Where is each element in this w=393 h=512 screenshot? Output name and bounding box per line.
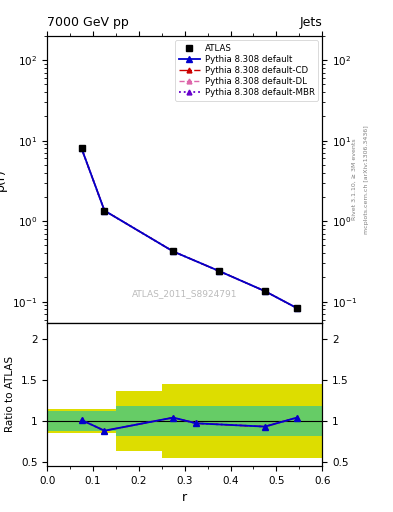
Text: 7000 GeV pp: 7000 GeV pp xyxy=(47,16,129,29)
Legend: ATLAS, Pythia 8.308 default, Pythia 8.308 default-CD, Pythia 8.308 default-DL, P: ATLAS, Pythia 8.308 default, Pythia 8.30… xyxy=(175,40,318,101)
Text: Jets: Jets xyxy=(299,16,322,29)
Text: Rivet 3.1.10, ≥ 3M events: Rivet 3.1.10, ≥ 3M events xyxy=(352,138,357,220)
Text: mcplots.cern.ch [arXiv:1306.3436]: mcplots.cern.ch [arXiv:1306.3436] xyxy=(364,125,369,233)
Text: ATLAS_2011_S8924791: ATLAS_2011_S8924791 xyxy=(132,289,237,298)
X-axis label: r: r xyxy=(182,491,187,504)
Y-axis label: Ratio to ATLAS: Ratio to ATLAS xyxy=(5,356,15,432)
Y-axis label: ρ(r): ρ(r) xyxy=(0,168,7,190)
